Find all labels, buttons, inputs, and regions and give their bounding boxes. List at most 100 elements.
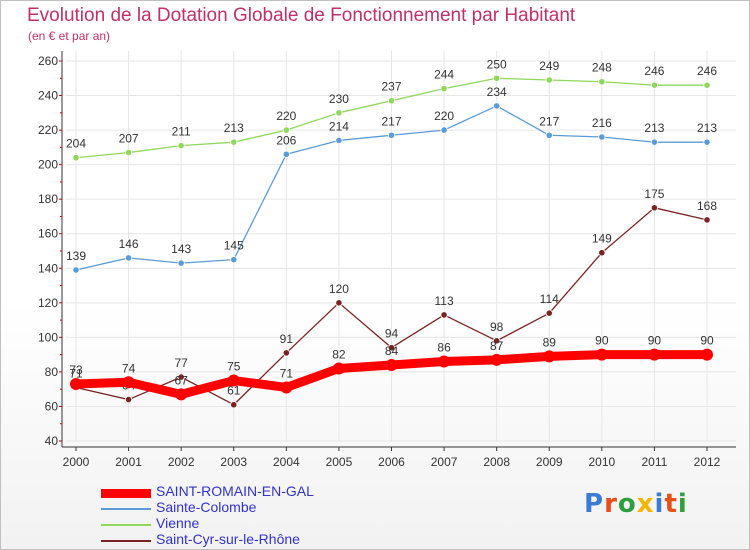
data-label: 61	[227, 384, 241, 398]
logo-letter: P	[584, 489, 605, 519]
data-point	[122, 376, 135, 389]
y-tick-label: 220	[38, 123, 58, 137]
data-label: 204	[66, 137, 86, 151]
legend-label: Vienne	[156, 515, 200, 531]
data-point	[701, 348, 713, 361]
data-point	[335, 136, 343, 145]
data-label: 71	[280, 366, 294, 380]
legend-label: SAINT-ROMAIN-EN-GAL	[156, 483, 314, 499]
data-label: 146	[119, 237, 139, 251]
data-point	[335, 299, 343, 307]
data-point	[72, 154, 80, 162]
data-label: 114	[540, 292, 559, 306]
data-point	[387, 344, 396, 352]
y-tick-label: 60	[45, 399, 59, 413]
data-label: 244	[434, 68, 454, 82]
data-point	[440, 126, 448, 134]
chart-subtitle: (en € et par an)	[28, 29, 111, 43]
data-point	[387, 131, 396, 139]
data-point	[230, 401, 238, 409]
y-tick-label: 160	[38, 227, 58, 241]
data-point	[543, 350, 556, 363]
data-label: 234	[487, 85, 507, 99]
legend-swatch	[101, 508, 151, 510]
data-label: 74	[122, 361, 136, 375]
x-tick-label: 2005	[326, 455, 353, 469]
data-point	[545, 76, 553, 84]
x-tick-label: 2012	[694, 455, 721, 469]
y-tick-label: 40	[45, 434, 59, 448]
data-label: 90	[595, 334, 609, 348]
data-point	[490, 353, 503, 366]
data-label: 91	[280, 332, 294, 346]
proxiti-logo: Proxiti	[584, 489, 688, 519]
y-tick-label: 140	[38, 261, 58, 275]
legend-label: Saint-Cyr-sur-le-Rhône	[156, 531, 300, 547]
data-point	[335, 109, 343, 117]
x-tick-label: 2006	[378, 455, 405, 469]
chart-title: Evolution de la Dotation Globale de Fonc…	[27, 5, 576, 26]
data-label: 220	[434, 109, 454, 123]
data-label: 213	[224, 121, 244, 135]
logo-letter: t	[664, 489, 678, 519]
data-label: 120	[329, 282, 349, 296]
y-tick-label: 240	[38, 89, 58, 103]
grid-lines	[66, 51, 736, 442]
data-label: 246	[644, 64, 664, 78]
data-label: 217	[539, 114, 559, 128]
legend-swatch	[101, 540, 151, 542]
data-label: 149	[592, 232, 612, 246]
data-label: 139	[66, 249, 86, 263]
data-label: 73	[69, 363, 83, 377]
data-label: 237	[381, 80, 401, 94]
legend-swatch	[101, 488, 151, 498]
data-label: 94	[385, 327, 399, 341]
data-point	[438, 355, 451, 368]
data-point	[703, 216, 711, 224]
data-point	[177, 259, 185, 267]
legend-swatch	[101, 524, 151, 526]
x-tick-label: 2002	[168, 455, 195, 469]
x-tick-label: 2010	[588, 455, 615, 469]
data-label: 98	[490, 320, 504, 334]
data-point	[598, 249, 606, 257]
data-label: 113	[435, 294, 454, 308]
data-point	[177, 373, 185, 381]
series-saint-romain-en-gal: 73 74 67 75 71 82 84 86 87 89 90 90 90	[69, 334, 714, 401]
x-tick-label: 2001	[115, 455, 142, 469]
data-point	[545, 131, 553, 139]
data-label: 86	[437, 341, 451, 355]
x-tick-label: 2008	[483, 455, 510, 469]
data-point	[703, 138, 711, 146]
data-point	[282, 150, 290, 158]
data-point	[280, 381, 293, 394]
data-point	[545, 309, 553, 317]
x-tick-label: 2009	[536, 455, 563, 469]
data-point	[493, 337, 501, 345]
y-tick-label: 200	[38, 158, 58, 172]
data-label: 82	[332, 347, 346, 361]
x-tick-label: 2004	[273, 455, 300, 469]
data-point	[493, 102, 501, 110]
data-label: 175	[644, 187, 664, 201]
data-label: 77	[174, 356, 188, 370]
data-label: 211	[172, 125, 191, 139]
series-vienne: 204 207 211 213 220 230 237 244 250 249 248 246 246	[66, 57, 717, 162]
data-label: 214	[329, 119, 349, 133]
data-point	[648, 348, 661, 361]
data-label: 249	[539, 59, 559, 73]
data-point	[650, 81, 659, 89]
logo-letter: i	[677, 489, 688, 519]
data-point	[175, 388, 188, 401]
data-point	[72, 266, 80, 274]
y-tick-label: 180	[38, 192, 58, 206]
logo-letter: r	[604, 489, 618, 519]
data-label: 75	[227, 360, 241, 374]
data-point	[332, 362, 345, 375]
data-point	[227, 374, 240, 387]
data-point	[595, 348, 608, 361]
data-point	[703, 81, 711, 89]
data-label: 90	[648, 334, 662, 348]
